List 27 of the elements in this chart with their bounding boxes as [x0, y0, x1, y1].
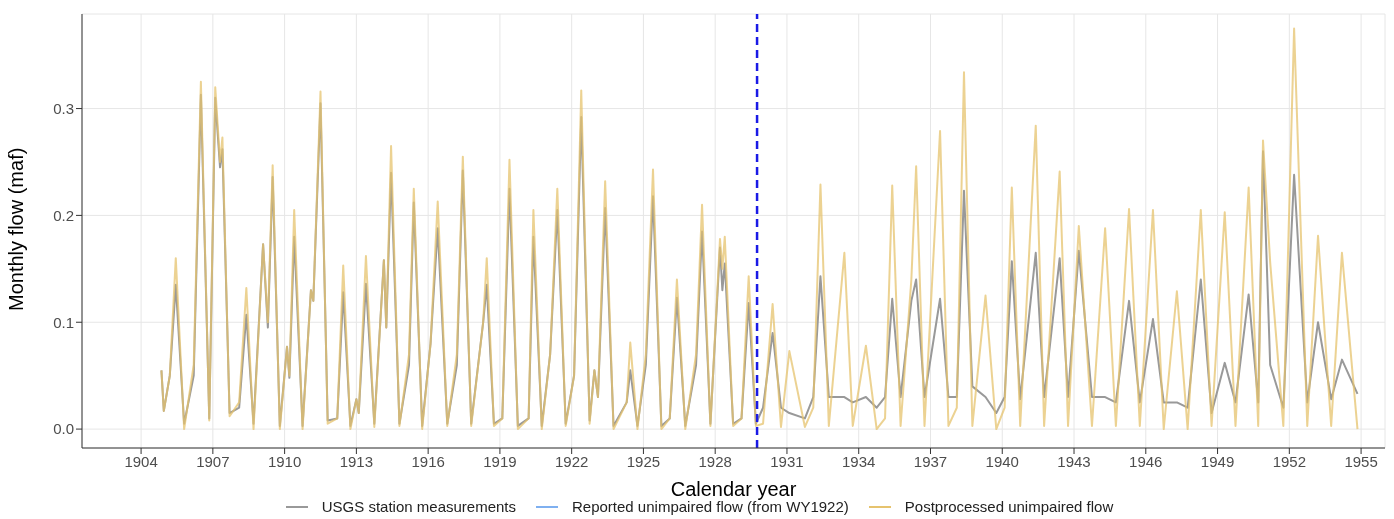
legend-label: USGS station measurements: [321, 498, 516, 515]
x-tick-label: 1913: [339, 452, 374, 470]
x-tick-label: 1931: [770, 452, 804, 470]
x-tick-label: 1940: [985, 452, 1019, 470]
y-axis-title: Monthly flow (maf): [5, 147, 28, 311]
x-tick-label: 1910: [267, 452, 302, 470]
line-series: [160, 27, 1359, 431]
x-tick-label: 1919: [483, 452, 517, 470]
x-tick-label: 1916: [411, 452, 445, 470]
x-tick-label: 1922: [554, 452, 589, 470]
x-tick-label: 1952: [1272, 452, 1306, 470]
x-tick-label: 1937: [913, 452, 948, 470]
x-tick-label: 1934: [842, 452, 876, 470]
legend-label: Postprocessed unimpaired flow: [904, 498, 1114, 515]
y-tick-label: 0.2: [53, 206, 74, 224]
y-tick-label: 0.0: [53, 420, 74, 438]
x-tick-label: 1904: [124, 452, 158, 470]
y-tick-label: 0.3: [53, 99, 74, 117]
x-tick-label: 1928: [698, 452, 732, 470]
x-tick-label: 1907: [196, 452, 230, 470]
y-tick-label: 0.1: [53, 313, 74, 331]
x-tick-label: 1949: [1200, 452, 1235, 470]
x-axis-title: Calendar year: [670, 478, 797, 500]
x-tick-label: 1955: [1344, 452, 1378, 470]
x-tick-label: 1943: [1057, 452, 1091, 470]
x-tick-label: 1925: [626, 452, 661, 470]
x-tick-label: 1946: [1129, 452, 1163, 470]
